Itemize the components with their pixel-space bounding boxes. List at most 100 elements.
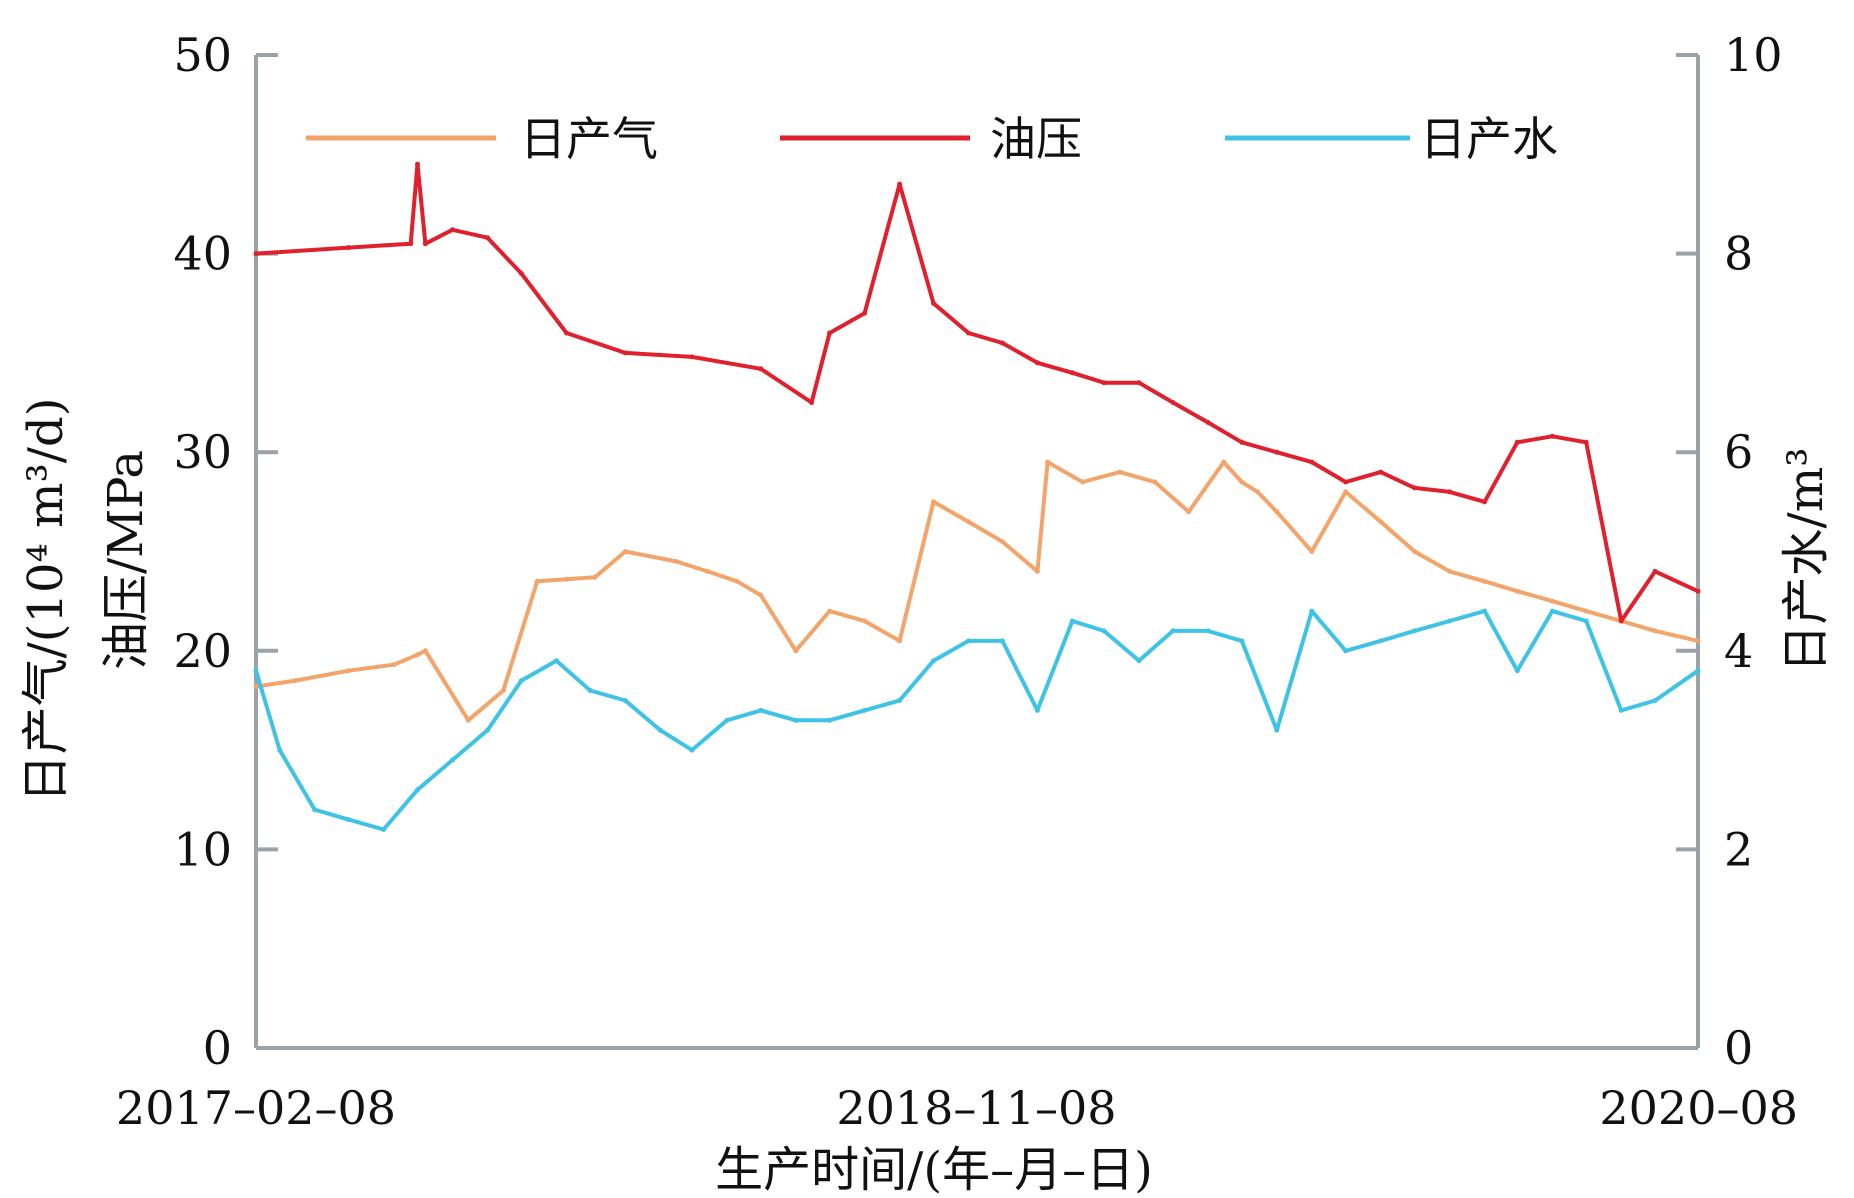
- series-point-1: [518, 271, 524, 276]
- series-point-0: [1034, 568, 1040, 574]
- right-tick-label: 0: [1724, 1021, 1753, 1075]
- right-tick-label: 8: [1724, 227, 1753, 281]
- series-point-2: [1378, 638, 1384, 644]
- right-tick-label: 4: [1724, 624, 1753, 678]
- series-point-2: [827, 717, 833, 723]
- series-point-0: [1343, 489, 1349, 495]
- series-point-0: [422, 648, 428, 654]
- series-point-1: [1618, 618, 1624, 624]
- series-point-2: [1514, 668, 1520, 674]
- left-tick-label: 20: [173, 624, 232, 678]
- series-point-1: [1482, 499, 1488, 505]
- series-point-1: [1101, 380, 1107, 386]
- series-point-0: [897, 638, 903, 644]
- series-point-1: [827, 330, 833, 336]
- series-point-2: [253, 668, 259, 674]
- series-point-1: [1412, 485, 1418, 491]
- series-point-2: [897, 698, 903, 703]
- series-point-2: [689, 747, 695, 753]
- series-point-0: [1239, 479, 1245, 485]
- series-point-0: [1221, 459, 1227, 465]
- series-point-0: [1695, 638, 1701, 644]
- series-point-0: [1378, 519, 1384, 525]
- series-point-2: [622, 698, 628, 703]
- series-point-0: [1309, 549, 1315, 554]
- series-layer: [253, 161, 1701, 832]
- series-point-0: [1274, 509, 1280, 515]
- series-point-2: [1170, 628, 1176, 634]
- series-point-0: [1447, 568, 1453, 574]
- series-point-1: [1378, 469, 1384, 475]
- series-point-2: [999, 638, 1005, 644]
- series-point-1: [415, 161, 420, 167]
- y-axis-title-left-line1: 日产气/(10⁴ m³/d): [18, 398, 74, 803]
- series-point-1: [564, 330, 569, 336]
- series-point-1: [1034, 360, 1040, 366]
- series-point-2: [1101, 628, 1107, 634]
- series-point-1: [408, 241, 414, 247]
- series-point-1: [809, 400, 815, 405]
- series-point-0: [293, 678, 298, 684]
- series-point-2: [1136, 658, 1142, 664]
- series-point-0: [253, 684, 259, 689]
- series-point-2: [415, 787, 420, 793]
- series-point-1: [1695, 588, 1701, 594]
- series-point-1: [1239, 439, 1245, 445]
- series-point-2: [724, 717, 730, 723]
- series-point-0: [862, 618, 868, 624]
- series-point-0: [966, 519, 971, 525]
- series-point-1: [689, 354, 695, 360]
- series-point-0: [1652, 628, 1658, 634]
- legend-label-pressure: 油压: [990, 112, 1082, 166]
- series-point-2: [381, 827, 387, 832]
- series-point-2: [1618, 707, 1624, 713]
- series-point-0: [346, 668, 352, 674]
- series-point-0: [758, 592, 764, 598]
- series-point-2: [1447, 618, 1453, 624]
- legend: 日产气 油压 日产水: [306, 112, 1558, 166]
- series-point-2: [1482, 608, 1488, 614]
- series-point-2: [553, 658, 559, 664]
- x-axis-ticks: 2017–02–08 2018–11–08 2020–08: [116, 1081, 1798, 1135]
- series-point-1: [999, 340, 1005, 346]
- series-point-2: [931, 658, 936, 664]
- series-point-1: [1205, 419, 1211, 425]
- legend-label-water: 日产水: [1420, 112, 1558, 166]
- series-point-1: [1069, 370, 1075, 376]
- series-point-0: [673, 558, 679, 564]
- series-point-1: [450, 227, 455, 233]
- series-point-2: [657, 727, 663, 733]
- series-point-0: [391, 662, 397, 668]
- series-point-0: [500, 688, 506, 693]
- series-point-1: [1549, 433, 1555, 439]
- series-point-2: [1549, 608, 1555, 614]
- series-point-1: [253, 251, 259, 257]
- series-point-1: [1309, 459, 1315, 465]
- series-point-2: [862, 707, 868, 713]
- series-line-2: [254, 609, 1700, 832]
- series-point-2: [1034, 707, 1040, 713]
- series-point-2: [1583, 618, 1589, 624]
- series-point-0: [705, 568, 711, 574]
- legend-label-gas: 日产气: [520, 112, 658, 166]
- series-point-0: [1186, 509, 1192, 515]
- series-point-0: [622, 549, 628, 554]
- left-tick-label: 50: [173, 28, 232, 82]
- series-point-0: [1514, 588, 1520, 594]
- series-point-0: [564, 576, 569, 582]
- plot-area: [254, 55, 1700, 1050]
- series-point-2: [1274, 727, 1280, 733]
- x-tick-label: 2018–11–08: [836, 1081, 1116, 1135]
- series-point-2: [587, 688, 593, 693]
- series-point-1: [622, 350, 628, 356]
- right-tick-label: 10: [1724, 28, 1783, 82]
- x-tick-label: 2017–02–08: [116, 1081, 396, 1135]
- series-point-0: [1117, 469, 1123, 475]
- series-point-0: [1080, 479, 1086, 485]
- series-point-1: [1583, 439, 1589, 445]
- series-point-0: [1255, 489, 1261, 495]
- series-point-1: [966, 330, 971, 336]
- series-point-0: [999, 539, 1005, 545]
- series-point-2: [1652, 698, 1658, 703]
- series-point-0: [465, 717, 471, 723]
